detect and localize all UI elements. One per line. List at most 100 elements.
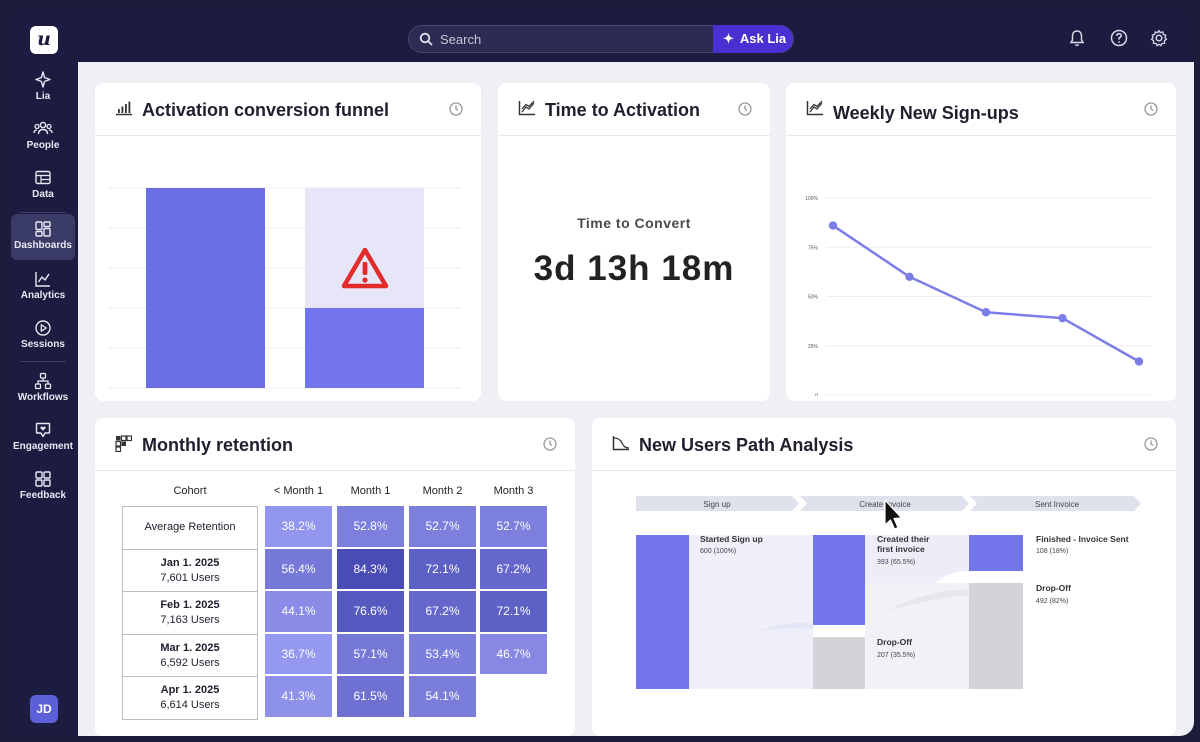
cohort-date: Feb 1. 2025 <box>160 599 220 611</box>
retention-cell[interactable]: 52.7% <box>409 506 476 547</box>
retention-cell[interactable]: 67.2% <box>409 591 476 632</box>
clock-icon[interactable] <box>543 437 557 451</box>
sidebar-item-workflows[interactable]: Workflows <box>11 366 75 410</box>
cohort-date: Mar 1. 2025 <box>160 641 220 654</box>
sparkle-icon <box>35 71 51 88</box>
node-sub: 492 (82%) <box>1036 598 1068 605</box>
node-label-line: Created their <box>877 534 930 544</box>
retention-cell[interactable]: 56.4% <box>265 548 332 589</box>
retention-cell[interactable]: 57.1% <box>337 633 404 674</box>
sidebar-item-label: Sessions <box>21 339 65 350</box>
data-point[interactable] <box>905 272 914 281</box>
path-analysis-card: New Users Path Analysis Sign up Create I… <box>592 418 1176 736</box>
retention-cell[interactable]: 76.6% <box>337 591 404 632</box>
clock-icon[interactable] <box>1144 102 1158 116</box>
path-sankey-chart: Sign up Create Invoice Sent Invoice Star… <box>636 496 1141 689</box>
search-input[interactable]: Search <box>440 32 482 47</box>
sidebar-item-people[interactable]: People <box>11 114 75 158</box>
funnel-bar[interactable] <box>305 308 424 388</box>
card-header: Weekly New Sign-ups <box>786 83 1176 136</box>
app-logo[interactable]: u <box>30 26 58 54</box>
ask-lia-button[interactable]: ✦ Ask Lia <box>713 25 793 53</box>
path-chart-icon <box>612 436 630 451</box>
avatar[interactable]: JD <box>30 695 58 723</box>
warning-icon <box>341 247 389 289</box>
step-band <box>970 496 1141 511</box>
sidebar-item-feedback[interactable]: Feedback <box>11 464 75 508</box>
node-sub: 600 (100%) <box>700 548 736 555</box>
cohort-cell: Apr 1. 2025 6,614 Users <box>122 676 258 720</box>
card-title: Activation conversion funnel <box>142 100 390 120</box>
engagement-icon <box>35 422 51 438</box>
node-label: Created their first invoice <box>877 534 932 554</box>
retention-cell[interactable]: 54.1% <box>409 676 476 717</box>
retention-cell[interactable]: 36.7% <box>265 633 332 674</box>
time-to-activation-card: Time to Activation Time to Convert 3d 13… <box>498 83 770 401</box>
sidebar-item-dashboards[interactable]: Dashboards <box>11 214 75 260</box>
node-sub: 108 (18%) <box>1036 548 1068 555</box>
cohort-cell: Mar 1. 2025 6,592 Users <box>122 633 258 677</box>
settings-icon[interactable] <box>1150 29 1168 47</box>
sidebar-item-analytics[interactable]: Analytics <box>11 264 75 308</box>
cohort-cell: Average Retention <box>122 506 258 550</box>
node-label: Finished - Invoice Sent <box>1036 534 1129 544</box>
funnel-chart: Sign-upInvoice created <box>109 187 461 389</box>
retention-cell[interactable]: 72.1% <box>409 548 476 589</box>
column-header: Month 3 <box>493 485 534 497</box>
step-band <box>636 496 799 511</box>
sidebar-item-label: Dashboards <box>14 240 72 251</box>
card-header: Time to Activation <box>498 83 770 136</box>
search-bar[interactable]: Search ✦ Ask Lia <box>408 25 794 53</box>
card-title: Monthly retention <box>142 435 293 455</box>
cohort-date: Apr 1. 2025 <box>160 684 220 696</box>
retention-cell[interactable]: 52.7% <box>480 506 547 547</box>
sidebar-item-lia[interactable]: Lia <box>11 65 75 109</box>
retention-cell[interactable]: 53.4% <box>409 633 476 674</box>
cohort-users: 6,592 Users <box>160 656 220 669</box>
path-node-invoice-sent[interactable] <box>969 535 1023 571</box>
retention-cell[interactable]: 72.1% <box>480 591 547 632</box>
card-title: Weekly New Sign-ups <box>833 103 1019 123</box>
path-node-created-invoice[interactable] <box>813 535 865 625</box>
clock-icon[interactable] <box>738 102 752 116</box>
flow-link <box>689 535 813 689</box>
data-point[interactable] <box>1058 313 1067 323</box>
retention-cell[interactable]: 52.8% <box>337 506 404 547</box>
retention-cell[interactable]: 38.2% <box>265 506 332 547</box>
feedback-icon <box>35 471 51 487</box>
clock-icon[interactable] <box>449 102 463 116</box>
y-tick-label: 75% <box>808 245 819 251</box>
path-node-started-signup[interactable] <box>636 535 689 689</box>
dashboard-icon <box>35 221 51 237</box>
funnel-bar[interactable] <box>146 188 265 388</box>
column-header: Month 2 <box>422 485 463 497</box>
y-tick-label: 25% <box>808 344 819 350</box>
retention-cell[interactable]: 41.3% <box>265 676 332 717</box>
help-icon[interactable] <box>1110 29 1128 47</box>
bell-icon[interactable] <box>1069 29 1085 47</box>
path-node-dropoff[interactable] <box>969 583 1023 689</box>
data-point[interactable] <box>981 308 991 317</box>
cohort-users: 6,614 Users <box>160 699 220 711</box>
sidebar-item-engagement[interactable]: Engagement <box>11 415 75 459</box>
data-icon <box>35 170 51 185</box>
clock-icon[interactable] <box>1144 437 1158 451</box>
sidebar-item-sessions[interactable]: Sessions <box>11 313 75 357</box>
retention-cell[interactable]: 61.5% <box>337 676 404 717</box>
retention-cell[interactable]: 46.7% <box>480 633 547 674</box>
metric-chart-icon <box>518 100 535 116</box>
retention-cell[interactable]: 44.1% <box>265 591 332 632</box>
node-label: Drop-Off <box>1036 583 1071 593</box>
data-point[interactable] <box>828 221 838 230</box>
sidebar-item-data[interactable]: Data <box>11 163 75 207</box>
card-title: New Users Path Analysis <box>639 435 854 455</box>
retention-cell[interactable]: 84.3% <box>337 548 404 589</box>
data-point[interactable] <box>1134 357 1144 366</box>
path-node-dropoff[interactable] <box>813 637 865 689</box>
node-sub: 207 (35.5%) <box>877 652 915 659</box>
retention-cell[interactable]: 67.2% <box>480 548 547 589</box>
node-label-line: first invoice <box>877 544 925 554</box>
line-chart-icon <box>806 100 823 116</box>
node-label: Started Sign up <box>700 534 763 544</box>
column-header: Month 1 <box>350 485 391 497</box>
